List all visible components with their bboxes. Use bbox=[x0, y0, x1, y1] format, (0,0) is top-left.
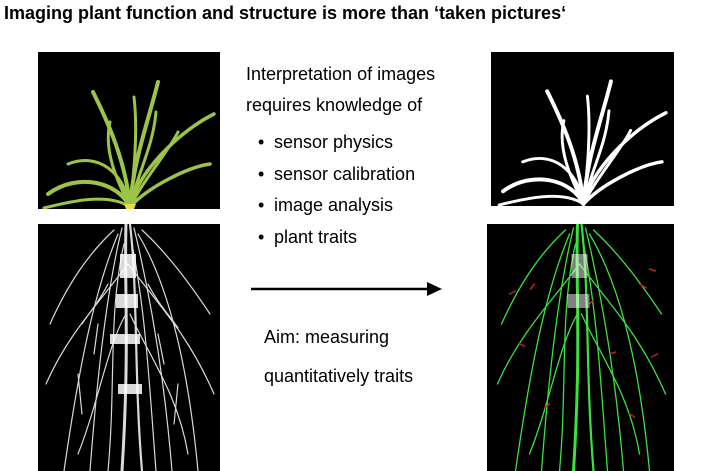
root-system-graphic bbox=[45, 224, 215, 471]
root-system-traced bbox=[487, 224, 674, 471]
plant-shoot-graphic bbox=[42, 80, 216, 209]
list-item: • image analysis bbox=[258, 195, 394, 215]
list-item: • plant traits bbox=[258, 226, 358, 247]
aim-line-1: Aim: measuring bbox=[264, 327, 390, 347]
intro-line-2: requires knowledge of bbox=[246, 95, 423, 115]
bullet-icon: • bbox=[258, 132, 265, 152]
root-system-traced-graphic bbox=[496, 224, 667, 471]
plant-shoot-segmented-graphic bbox=[497, 79, 668, 206]
bullet-icon: • bbox=[258, 163, 265, 184]
list-item: • sensor physics bbox=[258, 132, 394, 152]
list-item: • sensor calibration bbox=[258, 163, 416, 184]
knowledge-list: • sensor physics • sensor calibration • ima… bbox=[258, 131, 415, 257]
plant-shoot-segmented bbox=[491, 52, 674, 206]
slide-title: Imaging plant function and structure is … bbox=[4, 3, 567, 23]
intro-line-1: Interpretation of images bbox=[246, 64, 436, 84]
bullet-icon: • bbox=[258, 226, 265, 247]
plant-shoot-photo bbox=[38, 52, 220, 209]
root-system-photo bbox=[38, 224, 220, 471]
aim-line-2: quantitatively traits bbox=[264, 366, 414, 386]
bullet-icon: • bbox=[258, 195, 265, 215]
right-arrow-icon bbox=[251, 282, 442, 296]
